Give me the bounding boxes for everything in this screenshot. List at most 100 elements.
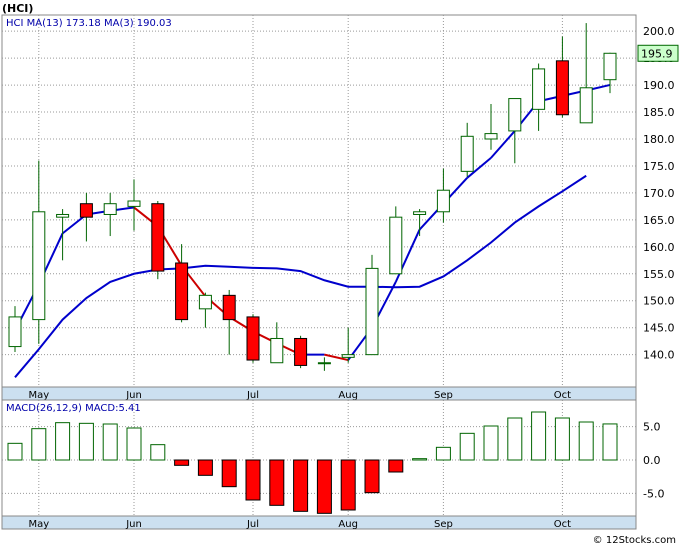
price-y-tick-label: 145.0 <box>643 322 675 335</box>
candle <box>341 327 355 363</box>
candle <box>317 357 331 371</box>
candle-body <box>389 216 403 275</box>
candle <box>56 209 70 261</box>
price-panel: 140.0 145.0 150.0 155.0 160.0 165.0 170.0 175.0… <box>1 14 679 401</box>
candle <box>413 209 427 237</box>
candle <box>79 192 93 242</box>
candle <box>103 192 117 237</box>
macd-legend: MACD(26,12,9) MACD:5.41 <box>6 403 141 414</box>
candle <box>198 292 212 328</box>
price-plot-area <box>1 14 637 388</box>
macd-bar <box>435 446 451 461</box>
macd-x-tick-label: May <box>28 519 49 530</box>
macd-bar <box>102 423 118 461</box>
macd-x-tick-label: Jul <box>246 519 259 530</box>
copyright-text: © 12Stocks.com <box>593 535 676 546</box>
price-y-tick-label: 175.0 <box>643 160 675 173</box>
candle <box>151 201 165 280</box>
macd-bar <box>602 423 618 461</box>
macd-bar <box>340 459 356 511</box>
price-x-tick-label: Jul <box>246 390 259 401</box>
macd-bar <box>150 444 166 461</box>
last-price-label: 195.9 <box>641 47 673 60</box>
candle-body <box>603 52 617 81</box>
candle <box>436 168 450 223</box>
candle-body <box>294 337 308 366</box>
candle-body <box>532 68 546 110</box>
price-x-tick-label: May <box>28 390 49 401</box>
ma3-segment <box>490 130 516 159</box>
ma3-segment <box>324 353 349 362</box>
price-y-tick-label: 200.0 <box>643 25 675 38</box>
price-y-tick-label: 170.0 <box>643 187 675 200</box>
candle-body <box>198 294 212 310</box>
candle <box>8 306 22 352</box>
macd-bar <box>507 417 523 461</box>
candle <box>579 23 593 124</box>
candle-body <box>413 211 427 215</box>
candle-body <box>103 203 117 215</box>
price-y-tick-label: 185.0 <box>643 106 675 119</box>
macd-bar <box>126 427 142 461</box>
candle <box>222 289 236 355</box>
ma3-segment <box>466 157 492 179</box>
candle-body <box>8 316 22 348</box>
macd-y-tick-label: -5.0 <box>643 487 664 500</box>
candle-body <box>32 211 46 321</box>
macd-x-tick-label: Oct <box>554 519 571 530</box>
candle <box>270 322 284 364</box>
candle <box>508 98 522 164</box>
price-x-tick-label: Jun <box>125 390 142 401</box>
candle <box>127 179 141 231</box>
macd-bar <box>483 425 499 461</box>
macd-x-tick-label: Aug <box>338 519 358 530</box>
price-x-axis-band <box>1 386 637 401</box>
candle <box>32 160 46 344</box>
candle <box>294 335 308 369</box>
price-y-tick-label: 140.0 <box>643 349 675 362</box>
macd-bar <box>554 417 570 461</box>
macd-bar <box>174 459 190 466</box>
candle-body <box>555 60 569 116</box>
candle <box>460 122 474 177</box>
macd-bar <box>269 459 285 506</box>
price-x-tick-label: Oct <box>554 390 571 401</box>
macd-bar <box>55 422 71 461</box>
macd-bar <box>412 458 428 461</box>
ma13-line <box>14 174 587 378</box>
price-y-tick-label: 155.0 <box>643 268 675 281</box>
candle-body <box>56 213 70 218</box>
price-y-tick-label: 160.0 <box>643 241 675 254</box>
candle-body <box>365 267 379 356</box>
candle <box>389 206 403 275</box>
macd-bar <box>31 428 47 461</box>
candle-body <box>79 203 93 218</box>
macd-bar <box>245 459 261 501</box>
candle-body <box>246 316 260 361</box>
candle <box>175 244 189 323</box>
price-y-tick-label: 190.0 <box>643 79 675 92</box>
macd-bar <box>293 459 309 512</box>
macd-bar <box>7 442 23 461</box>
price-legend: HCI MA(13) 173.18 MA(3) 190.03 <box>6 18 172 29</box>
macd-x-tick-label: Jun <box>125 519 142 530</box>
macd-panel: 5.0 0.0 -5.0 MACD(26,12,9) MACD:5.41 May Jun J… <box>1 399 664 530</box>
macd-y-tick-label: 0.0 <box>643 454 661 467</box>
candle-body <box>270 337 284 364</box>
candle-body <box>508 98 522 132</box>
chart-title: (HCI) <box>2 2 33 15</box>
candle-body <box>460 135 474 172</box>
candle-body <box>222 294 236 321</box>
candle <box>365 254 379 356</box>
candle <box>532 63 546 131</box>
macd-bar <box>578 421 594 461</box>
candle-body <box>341 354 355 358</box>
macd-bar <box>459 432 475 461</box>
candle <box>246 314 260 363</box>
macd-bar <box>388 459 404 473</box>
candle-body <box>151 203 165 272</box>
price-x-tick-label: Aug <box>338 390 358 401</box>
candle <box>555 36 569 118</box>
macd-bar <box>78 422 94 461</box>
candle-body <box>484 133 498 140</box>
